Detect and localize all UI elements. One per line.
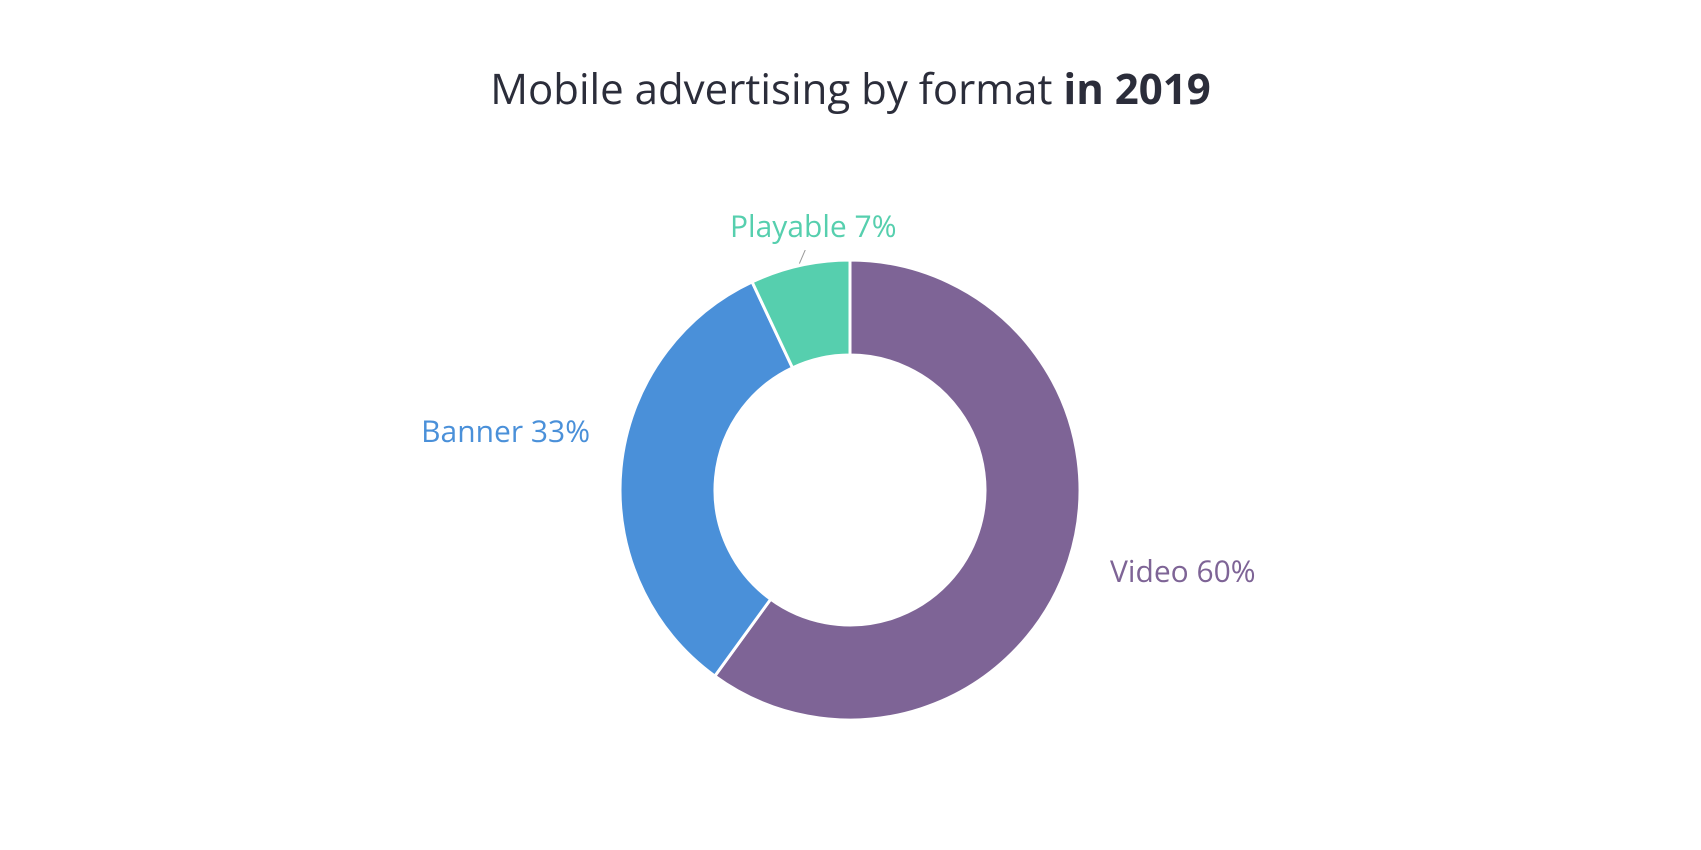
slice-label-banner: Banner 33% [421, 410, 590, 451]
slice-label-playable: Playable 7% [730, 205, 897, 246]
donut-chart: Video 60% Banner 33% Playable 7% [0, 180, 1701, 800]
leader-line-playable [799, 250, 805, 264]
slice-label-video: Video 60% [1110, 550, 1256, 591]
chart-title-prefix: Mobile advertising by format [490, 60, 1063, 117]
donut-svg [610, 250, 1090, 730]
chart-title: Mobile advertising by format in 2019 [0, 60, 1701, 117]
chart-title-bold: in 2019 [1063, 60, 1210, 117]
